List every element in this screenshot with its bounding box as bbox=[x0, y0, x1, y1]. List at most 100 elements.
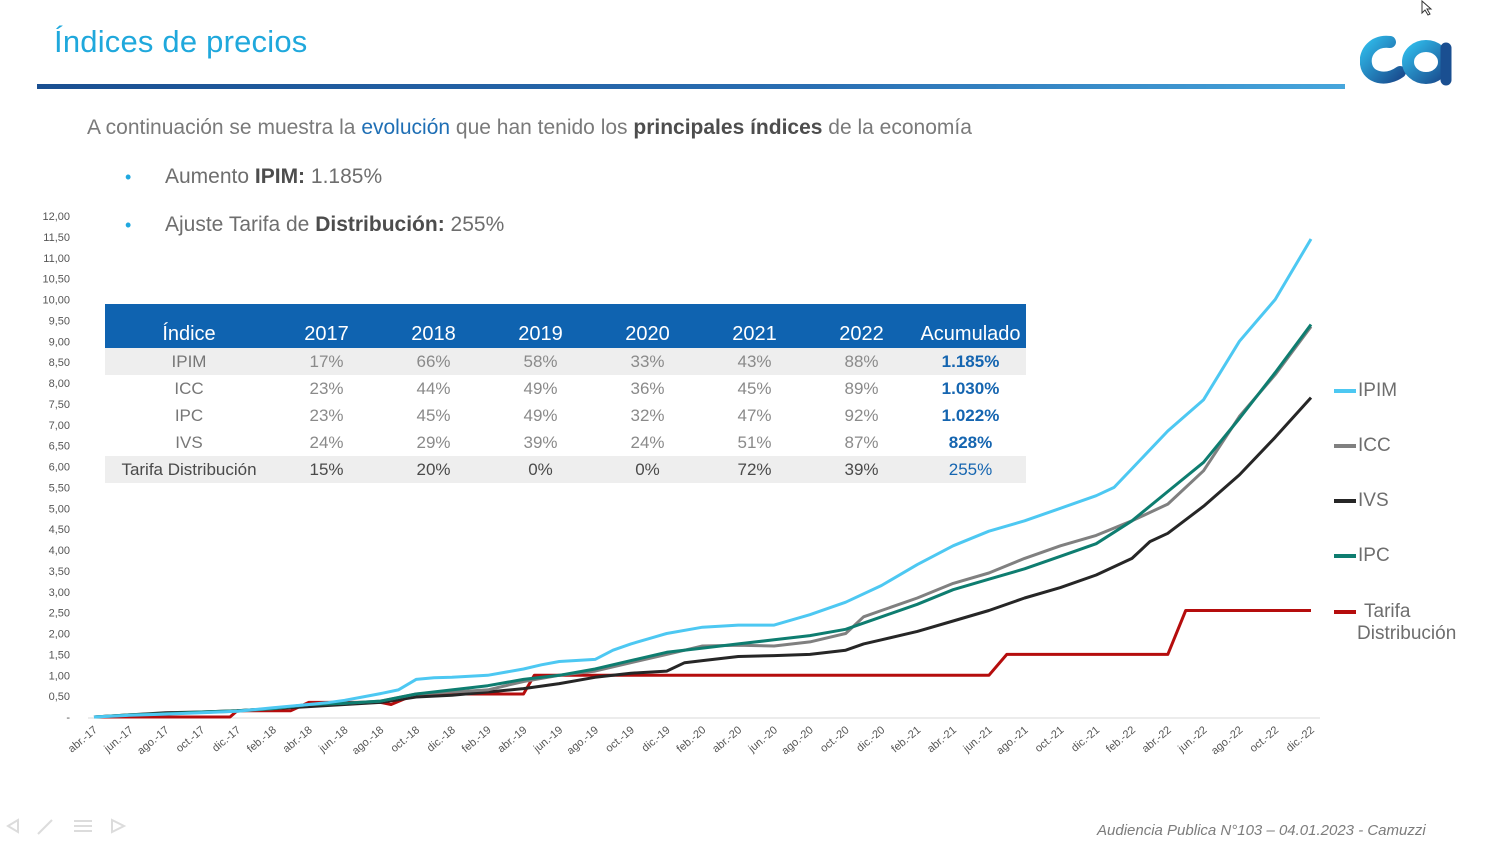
table-header: 2022 bbox=[808, 304, 915, 348]
series-lines bbox=[93, 238, 1313, 719]
table-cell: 1.185% bbox=[915, 348, 1026, 375]
x-tick-label: dic.-18 bbox=[425, 724, 458, 754]
table-header: 2017 bbox=[273, 304, 380, 348]
x-tick-label: abr.-19 bbox=[496, 724, 530, 755]
pen-icon bbox=[37, 819, 53, 835]
menu-icon bbox=[74, 820, 92, 832]
table-cell: 58% bbox=[487, 348, 594, 375]
bullet-ipim: • Aumento IPIM: 1.185% bbox=[125, 165, 383, 188]
y-tick-label: 5,50 bbox=[49, 482, 70, 494]
table-cell: 17% bbox=[273, 348, 380, 375]
y-tick-label: 10,00 bbox=[42, 295, 70, 307]
x-tick-label: oct.-21 bbox=[1033, 724, 1066, 755]
x-tick-label: oct.-22 bbox=[1248, 724, 1281, 755]
table-header-row: Índice 2017 2018 2019 2020 2021 2022 Acu… bbox=[105, 304, 1026, 348]
x-tick-label: ago.-22 bbox=[1209, 724, 1245, 757]
x-tick-label: jun.-18 bbox=[316, 724, 350, 755]
table-cell: 45% bbox=[737, 378, 772, 398]
x-axis: abr.-17 jun.-17 ago.-17 oct.-17 dic.-17 feb.-… bbox=[66, 717, 1320, 757]
company-logo bbox=[1360, 35, 1452, 86]
x-tick-label: feb.-20 bbox=[674, 724, 708, 755]
x-tick-label: jun.-19 bbox=[531, 724, 565, 755]
table-cell: 88% bbox=[808, 348, 915, 375]
bullet-dot-icon: • bbox=[125, 215, 132, 235]
table-cell: 43% bbox=[701, 348, 808, 375]
next-slide-icon bbox=[111, 818, 127, 834]
y-tick-label: 6,00 bbox=[49, 462, 70, 474]
y-tick-label: 9,50 bbox=[49, 315, 70, 327]
table-cell: 87% bbox=[844, 432, 879, 452]
series-line-ipim bbox=[93, 238, 1313, 719]
slide-nav-controls[interactable] bbox=[0, 812, 140, 840]
table-cell: 89% bbox=[844, 378, 879, 398]
table-cell: 51% bbox=[737, 432, 772, 452]
table-cell: 0% bbox=[487, 456, 594, 483]
y-tick-label: 11,50 bbox=[43, 232, 70, 244]
y-tick-label: 9,00 bbox=[49, 336, 70, 348]
x-tick-label: oct.-18 bbox=[389, 724, 422, 755]
table-cell: ICC bbox=[174, 378, 204, 398]
x-tick-label: ago.-20 bbox=[780, 724, 816, 757]
table-cell: 66% bbox=[380, 348, 487, 375]
table-cell: 92% bbox=[844, 405, 879, 425]
table-cell: 49% bbox=[523, 378, 558, 398]
table-cell: 49% bbox=[523, 405, 558, 425]
table-cell: 828% bbox=[948, 432, 993, 452]
y-tick-label: 3,00 bbox=[49, 587, 70, 599]
x-tick-label: abr.-21 bbox=[925, 724, 959, 755]
x-tick-label: ago.-19 bbox=[565, 724, 601, 757]
x-tick-label: oct.-20 bbox=[818, 724, 851, 755]
x-tick-label: feb.-21 bbox=[889, 724, 923, 755]
x-tick-label: oct.-19 bbox=[603, 724, 636, 755]
series-line-ivs bbox=[93, 396, 1313, 719]
x-tick-label: dic.-20 bbox=[854, 724, 887, 754]
x-tick-label: feb.-18 bbox=[245, 724, 279, 755]
y-tick-label: 8,00 bbox=[49, 378, 70, 390]
table-cell: 24% bbox=[309, 432, 344, 452]
table-cell: IPC bbox=[174, 405, 204, 425]
y-tick-label: - bbox=[66, 712, 70, 724]
bullet-dot-icon: • bbox=[125, 167, 132, 187]
y-tick-label: 3,50 bbox=[49, 566, 70, 578]
table-header: 2018 bbox=[380, 304, 487, 348]
slide-footer: Audiencia Publica N°103 – 04.01.2023 - C… bbox=[1097, 822, 1426, 839]
index-table: Índice 2017 2018 2019 2020 2021 2022 Acu… bbox=[105, 304, 1026, 483]
y-axis: 12,00 11,50 11,00 10,50 10,00 9,50 9,00 8,50 8,0… bbox=[42, 211, 70, 724]
y-tick-label: 12,00 bbox=[42, 211, 70, 223]
y-tick-label: 5,00 bbox=[49, 503, 70, 515]
table-row: IVS 24% 29% 39% 24% 51% 87% 828% bbox=[105, 429, 1026, 456]
legend-swatch bbox=[1334, 553, 1356, 558]
x-tick-label: abr.-18 bbox=[281, 724, 315, 755]
table-cell: 23% bbox=[309, 378, 344, 398]
x-tick-label: feb.-19 bbox=[460, 724, 494, 755]
table-cell: Tarifa Distribución bbox=[105, 456, 273, 483]
table-row: Tarifa Distribución 15% 20% 0% 0% 72% 39… bbox=[105, 456, 1026, 483]
y-tick-label: 2,00 bbox=[49, 629, 70, 641]
table-cell: 39% bbox=[808, 456, 915, 483]
table-cell: 32% bbox=[630, 405, 665, 425]
table-row: IPIM 17% 66% 58% 33% 43% 88% 1.185% bbox=[105, 348, 1026, 375]
y-tick-label: 1,00 bbox=[49, 670, 70, 682]
y-tick-label: 7,50 bbox=[49, 399, 70, 411]
table-cell: 255% bbox=[915, 456, 1026, 483]
legend-swatch bbox=[1334, 443, 1356, 448]
table-cell: 72% bbox=[701, 456, 808, 483]
legend-ipim: IPIM bbox=[1334, 380, 1397, 402]
x-tick-label: jun.-20 bbox=[746, 724, 780, 755]
legend-swatch bbox=[1334, 388, 1356, 393]
table-cell: 20% bbox=[380, 456, 487, 483]
legend-ipc: IPC bbox=[1334, 545, 1390, 567]
legend-tarifa: Tarifa Distribución bbox=[1334, 601, 1456, 645]
x-tick-label: jun.-17 bbox=[101, 724, 135, 755]
legend-swatch bbox=[1334, 498, 1356, 503]
table-cell: 23% bbox=[309, 405, 344, 425]
table-cell: IPIM bbox=[105, 348, 273, 375]
x-tick-label: ago.-17 bbox=[135, 724, 171, 757]
table-cell: 24% bbox=[630, 432, 665, 452]
table-header: 2019 bbox=[487, 304, 594, 348]
table-row: ICC 23% 44% 49% 36% 45% 89% 1.030% bbox=[105, 375, 1026, 402]
x-tick-label: dic.-17 bbox=[210, 724, 243, 754]
table-header: Índice bbox=[105, 304, 273, 348]
table-row: IPC 23% 45% 49% 32% 47% 92% 1.022% bbox=[105, 402, 1026, 429]
